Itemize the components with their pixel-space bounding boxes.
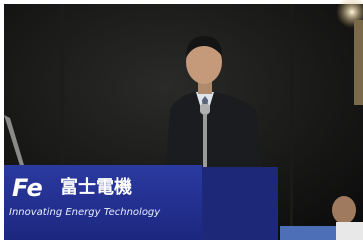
brand: 富士電機 <box>60 176 132 198</box>
podium-side <box>198 167 278 240</box>
microphone <box>200 104 210 114</box>
tagline: Innovating Energy Technology <box>9 207 161 218</box>
lamp-pole <box>354 20 363 105</box>
suit <box>165 92 262 175</box>
microphone-stem <box>203 108 207 168</box>
panel-seam <box>290 4 293 240</box>
photo: Fe 富士電機 Innovating Energy Technology <box>0 0 363 240</box>
audience-head <box>332 196 356 224</box>
paper <box>336 222 363 240</box>
page: {"podium": {"logo": "Fe", "brand": "富士電機… <box>0 0 363 240</box>
logo: Fe <box>12 174 43 202</box>
